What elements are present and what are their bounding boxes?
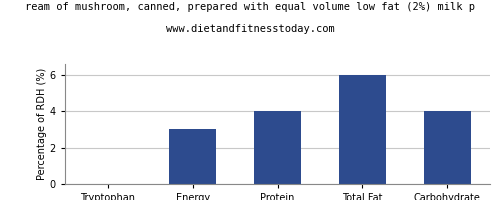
- Bar: [424, 111, 470, 184]
- Bar: [169, 129, 216, 184]
- Text: ream of mushroom, canned, prepared with equal volume low fat (2%) milk p: ream of mushroom, canned, prepared with …: [25, 2, 475, 12]
- Y-axis label: Percentage of RDH (%): Percentage of RDH (%): [37, 68, 47, 180]
- Bar: [254, 111, 301, 184]
- Text: www.dietandfitnesstoday.com: www.dietandfitnesstoday.com: [166, 24, 334, 34]
- Bar: [339, 75, 386, 184]
